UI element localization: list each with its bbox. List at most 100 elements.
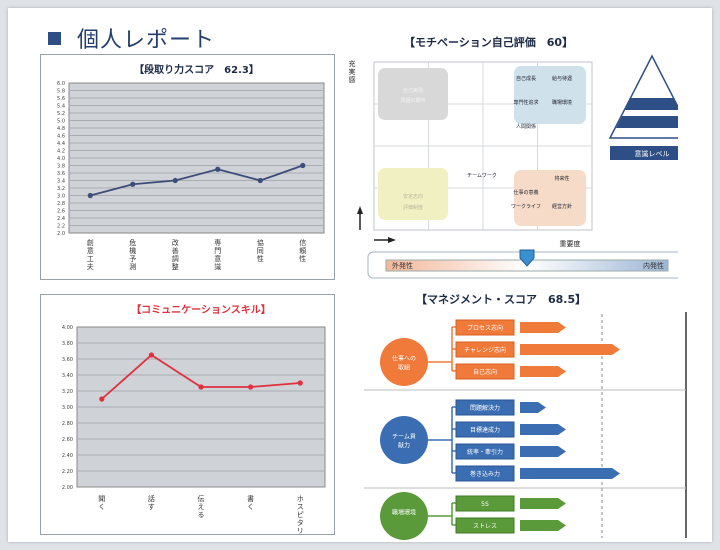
dantori-y-tick: 5.0 [57,119,65,125]
item-label: プロセス志向 [467,324,503,332]
dantori-line-chart: 【段取り力スコア 62.3】6.05.85.65.45.25.04.84.64.… [57,63,325,271]
dantori-x-tick: 信頼性 [299,238,306,263]
communication-y-tick: 2.80 [62,421,73,427]
dantori-y-tick: 4.8 [57,126,65,132]
pyramid-level-band [616,116,678,128]
communication-y-tick: 2.60 [62,437,73,443]
score-bar [520,424,566,435]
quadrant-br [514,170,586,226]
dantori-y-tick: 3.0 [57,194,65,200]
communication-y-tick: 3.40 [62,373,73,379]
communication-x-tick: 書く [247,494,254,511]
dantori-x-tick: 危機予測 [129,238,136,271]
axis-x-label: 重要度 [560,239,581,248]
matrix-item: 将来性 [554,175,569,182]
item-label: 自己志向 [473,368,497,376]
score-bar [520,322,566,333]
score-bar [520,366,566,377]
motivation-title: 【モチベーション自己評価 60】 [404,36,574,49]
communication-y-tick: 4.00 [62,325,73,331]
item-label-box [455,495,515,512]
dantori-y-tick: 3.2 [57,186,65,192]
score-bar [520,468,620,479]
communication-data-point [99,396,105,402]
pyramid-level-band [625,98,678,110]
report-header: 個人レポート [48,22,215,54]
dantori-y-tick: 3.4 [57,179,65,185]
score-bar [520,402,546,413]
dantori-y-tick: 3.6 [57,171,65,177]
communication-x-tick: ホスピタリティ [297,495,304,536]
matrix-item: 専門性追求 [513,99,538,106]
communication-x-tick: 話す [148,494,155,511]
item-label: 5S [481,501,489,508]
matrix-item: 自己成長 [516,75,536,82]
communication-data-point [248,384,254,390]
communication-y-tick: 2.20 [62,469,73,475]
group-label: 職場環境 [392,509,416,517]
communication-data-point [148,352,154,358]
matrix-item: 人間関係 [516,123,536,130]
item-label-box [455,399,515,416]
scale-left-label: 外発性 [392,261,413,270]
page-title: 個人レポート [77,28,216,53]
matrix-item: 職場環境 [552,99,572,106]
item-label-box [455,517,515,534]
quadrant-tl [378,68,448,120]
pyramid-label-bar [610,146,678,160]
score-bar [520,498,566,509]
dantori-y-tick: 5.6 [57,96,65,102]
title-bullet [48,31,61,45]
group-label: 献力 [398,442,410,450]
dantori-x-tick: 協同性 [257,238,264,263]
communication-y-tick: 3.20 [62,389,73,395]
matrix-item: 仕事の意義 [513,189,538,196]
pyramid-label: 意識レベル [635,149,670,158]
item-label-box [455,341,515,358]
communication-chart-title: 【コミュニケーションスキル】 [131,303,271,316]
communication-x-tick: 伝える [198,494,205,519]
scale-right-label: 内発性 [643,261,664,270]
dantori-y-tick: 2.6 [57,209,65,215]
dantori-x-tick: 改善調整 [172,238,179,271]
management-title: 【マネジメント・スコア 68.5】 [416,293,587,306]
scale-marker [519,249,535,267]
score-bar [520,344,620,355]
dantori-data-point [215,166,221,172]
item-label: 巻き込み力 [470,470,500,478]
communication-y-tick: 2.00 [62,485,73,491]
report-page: 個人レポート 【段取り力スコア 62.3】 6.0 5.8 5.6 5.4 5.2 5.0 4… [8,8,712,542]
group-circle [380,338,428,386]
dantori-chart-title: 【段取り力スコア 62.3】 [134,63,259,76]
score-bar [520,446,566,457]
dantori-chart-panel: 【段取り力スコア 62.3】 6.0 5.8 5.6 5.4 5.2 5.0 4.8 4.6 4.… [40,54,335,280]
dantori-data-point [172,177,178,184]
item-label: チャレンジ志向 [464,346,506,354]
matrix-item: チームワーク [467,173,497,179]
axis-x-arrowhead [388,237,396,243]
dantori-y-tick: 5.8 [57,89,65,95]
dantori-y-tick: 4.6 [57,134,65,140]
matrix-item: 安定志向 [403,193,423,200]
item-label: 問題解決力 [470,404,500,412]
item-label: 統率・牽引力 [467,448,503,456]
dantori-y-tick: 3.8 [57,164,65,170]
dantori-y-tick: 5.4 [57,104,65,110]
dantori-series-line [90,164,304,197]
group-label: 仕事への [392,355,416,363]
quadrant-tr [514,66,586,124]
item-label: 目標達成力 [470,426,500,434]
quadrant-bl [378,168,448,220]
item-label-box [455,443,515,460]
dantori-data-point [257,177,263,184]
matrix-item: 評価制度 [403,204,423,211]
item-label-box [455,421,515,438]
matrix-item: 給与待遇 [552,75,572,82]
communication-y-tick: 3.60 [62,357,73,363]
group-label: チーム貢 [392,434,416,441]
item-label-box [455,319,515,336]
communication-y-tick: 3.00 [62,405,73,411]
item-label: ストレス [473,523,497,530]
axis-y-label: 充実感 [349,59,356,84]
